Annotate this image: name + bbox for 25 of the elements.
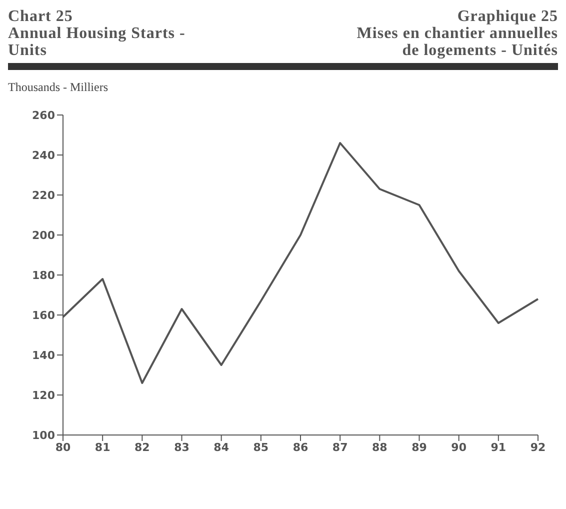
x-tick-label: 82: [134, 440, 150, 454]
y-tick-label: 200: [32, 228, 56, 242]
x-tick-label: 89: [412, 440, 427, 454]
y-tick-label: 160: [32, 308, 56, 322]
x-tick-label: 87: [332, 440, 348, 454]
x-tick-label: 86: [292, 440, 308, 454]
x-tick-label: 92: [530, 440, 546, 454]
x-tick-label: 81: [94, 440, 110, 454]
x-tick-label: 91: [490, 440, 506, 454]
x-tick-label: 90: [451, 440, 467, 454]
y-tick-label: 240: [32, 148, 56, 162]
y-tick-label: 220: [32, 188, 56, 202]
y-tick-label: 140: [32, 348, 56, 362]
y-tick-label: 120: [32, 388, 56, 402]
x-tick-label: 80: [55, 440, 71, 454]
chart-title: Chart 25 Annual Housing Starts - Units: [8, 8, 186, 59]
x-tick-label: 85: [253, 440, 269, 454]
y-axis-title: Thousands - Milliers: [8, 80, 109, 95]
x-tick-label: 84: [214, 440, 230, 454]
y-tick-label: 260: [32, 108, 56, 122]
x-tick-label: 83: [174, 440, 190, 454]
chart-subtitle: Graphique 25 Mises en chantier annuelles de logements - Unités: [356, 8, 558, 59]
y-tick-label: 180: [32, 268, 56, 282]
y-tick-label: 100: [32, 428, 56, 442]
x-tick-label: 88: [372, 440, 388, 454]
